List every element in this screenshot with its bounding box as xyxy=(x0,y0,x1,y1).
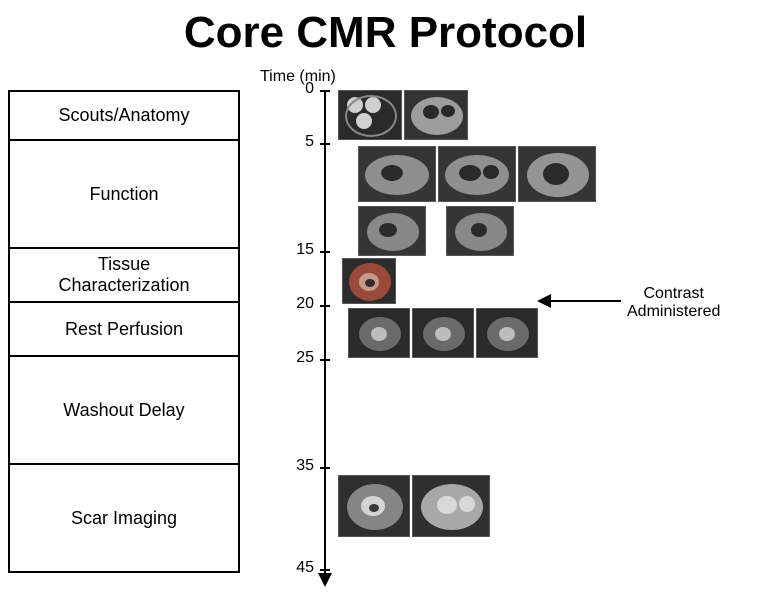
timeline-tick-label: 35 xyxy=(284,457,314,475)
mri-shape xyxy=(483,165,499,179)
phase-row: TissueCharacterization xyxy=(10,247,238,301)
phase-row: Washout Delay xyxy=(10,355,238,463)
timeline-tick xyxy=(320,359,330,361)
scouts-row xyxy=(338,90,468,140)
mri-shape xyxy=(345,95,397,137)
contrast-label: ContrastAdministered xyxy=(627,285,720,322)
mri-shape xyxy=(381,165,403,181)
contrast-arrow xyxy=(551,300,621,302)
mri-shape xyxy=(365,279,375,287)
mri-shape xyxy=(435,327,451,341)
mri-thumbnail xyxy=(438,146,516,202)
timeline-arrowhead xyxy=(318,573,332,587)
mri-thumbnail xyxy=(404,90,468,140)
mri-thumbnail xyxy=(342,258,396,304)
timeline-tick-label: 5 xyxy=(284,133,314,151)
phase-row: Rest Perfusion xyxy=(10,301,238,355)
timeline-tick-label: 15 xyxy=(284,241,314,259)
phase-row: Scar Imaging xyxy=(10,463,238,571)
thumb-spacer xyxy=(428,206,444,256)
mri-shape xyxy=(441,105,455,117)
mri-thumbnail xyxy=(338,90,402,140)
mri-shape xyxy=(423,105,439,119)
mri-thumbnail xyxy=(476,308,538,358)
timeline-tick xyxy=(320,467,330,469)
function-row-2 xyxy=(358,206,514,256)
perfusion-row xyxy=(348,308,538,358)
timeline-tick xyxy=(320,305,330,307)
phase-table: Scouts/AnatomyFunctionTissueCharacteriza… xyxy=(8,90,240,573)
mri-thumbnail xyxy=(518,146,596,202)
timeline-tick xyxy=(320,90,330,92)
mri-thumbnail xyxy=(358,206,426,256)
timeline-tick-label: 25 xyxy=(284,349,314,367)
timeline-tick xyxy=(320,569,330,571)
mri-shape xyxy=(371,327,387,341)
timeline-tick xyxy=(320,251,330,253)
timeline-axis xyxy=(324,90,326,575)
page-title: Core CMR Protocol xyxy=(0,8,771,58)
mri-thumbnail xyxy=(358,146,436,202)
mri-thumbnail xyxy=(412,308,474,358)
tissue-row xyxy=(342,258,396,304)
mri-shape xyxy=(369,504,379,512)
phase-row: Function xyxy=(10,139,238,247)
mri-shape xyxy=(543,163,569,185)
function-row-1 xyxy=(358,146,596,202)
mri-shape xyxy=(499,327,515,341)
mri-shape xyxy=(471,223,487,237)
mri-thumbnail xyxy=(446,206,514,256)
timeline-tick-label: 45 xyxy=(284,559,314,577)
timeline-tick-label: 0 xyxy=(284,80,314,98)
mri-thumbnail xyxy=(348,308,410,358)
timeline-tick xyxy=(320,143,330,145)
mri-thumbnail xyxy=(412,475,490,537)
mri-shape xyxy=(379,223,397,237)
mri-shape xyxy=(459,165,481,181)
timeline-tick-label: 20 xyxy=(284,295,314,313)
mri-thumbnail xyxy=(338,475,410,537)
mri-shape xyxy=(459,496,475,512)
scar-row xyxy=(338,475,490,537)
phase-row: Scouts/Anatomy xyxy=(10,92,238,139)
mri-shape xyxy=(437,496,457,514)
